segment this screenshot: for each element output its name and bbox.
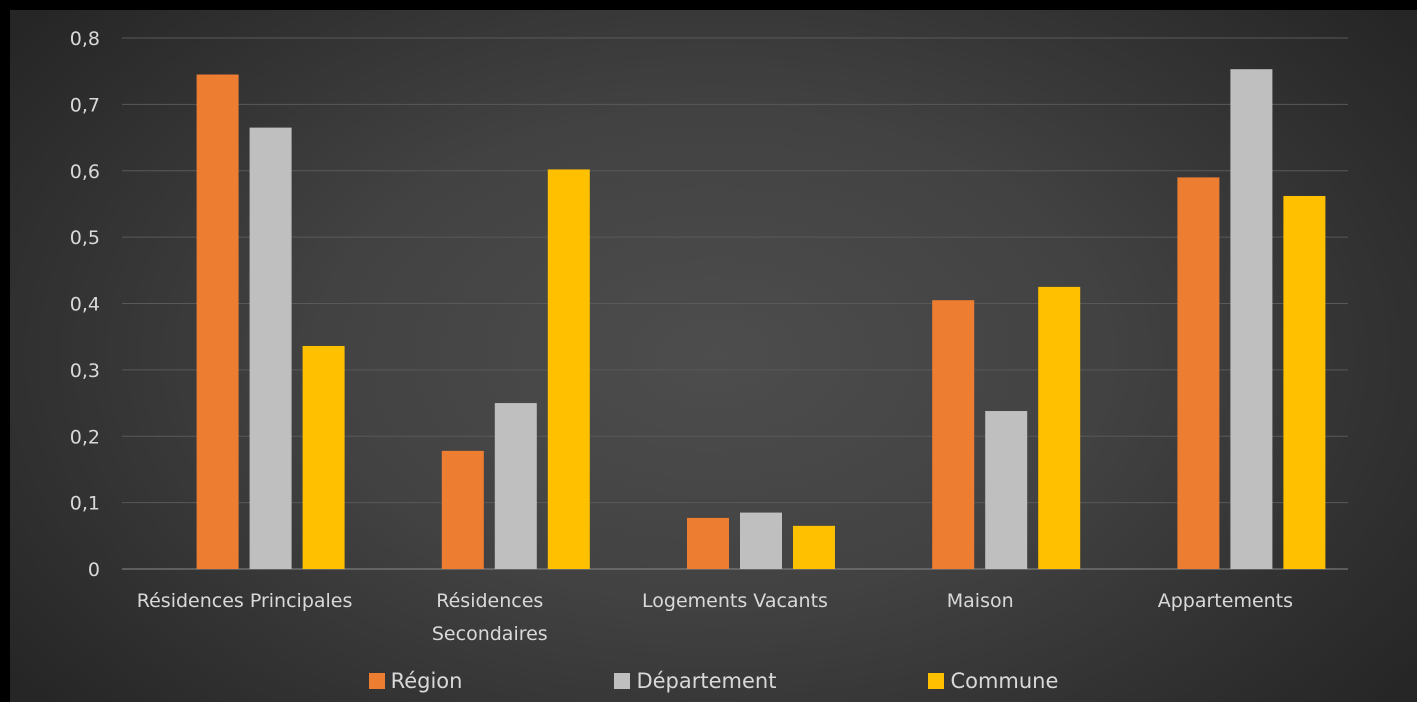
x-category-label: Résidences [436,590,543,612]
bar-commune [793,525,835,569]
bar-région [687,517,729,569]
bar-département [1230,69,1273,569]
y-tick-label: 0,3 [70,360,100,382]
legend-item-region: Région [368,669,463,693]
legend-label-commune: Commune [950,669,1059,693]
legend-item-commune: Commune [928,669,1058,693]
bar-département [740,512,782,569]
bar-département [985,411,1028,569]
y-tick-label: 0,6 [70,161,100,183]
bar-région [932,300,975,569]
bar-commune [1283,195,1326,569]
legend-swatch-commune [928,673,945,689]
bar-département [249,127,292,569]
bar-chart: 0 0,1 0,2 0,3 0,4 0,5 0,6 0,7 0,8 Résidences Prin… [70,28,1348,645]
x-category-label: Résidences Principales [137,590,353,612]
legend-swatch-departement [614,673,631,689]
bar-région [1177,177,1220,569]
y-tick-label: 0 [88,559,100,581]
bar-région [441,450,484,569]
y-tick-label: 0,1 [70,493,100,515]
y-tick-label: 0,2 [70,426,100,448]
x-category-label: Secondaires [432,623,548,645]
y-tick-label: 0,7 [70,94,100,116]
y-tick-label: 0,5 [70,227,100,249]
bar-département [494,403,537,569]
chart-area: 0 0,1 0,2 0,3 0,4 0,5 0,6 0,7 0,8 Résidences Prin… [10,10,1417,702]
x-category-label: Maison [947,590,1014,612]
x-category-label: Appartements [1158,590,1293,612]
bar-région [196,74,239,569]
x-category-label: Logements Vacants [642,590,828,612]
legend-swatch-region [368,673,385,689]
y-tick-label: 0,4 [70,294,100,316]
y-tick-label: 0,8 [70,28,100,50]
legend-item-departement: Département [614,669,776,693]
legend: Région Département Commune [10,664,1417,698]
bar-commune [547,169,590,570]
bar-commune [1038,286,1081,569]
legend-label-region: Région [390,669,463,693]
bar-commune [302,345,345,569]
legend-label-departement: Département [636,669,777,693]
